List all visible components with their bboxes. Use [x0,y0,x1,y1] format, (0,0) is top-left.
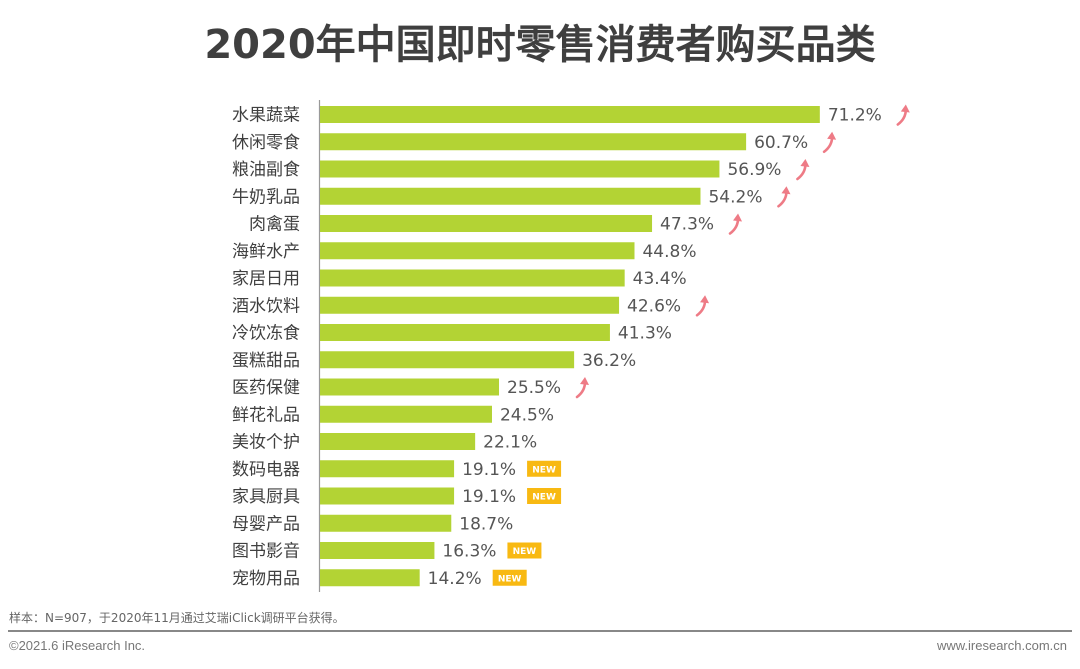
new-badge: NEW [492,569,527,586]
bar-row: 粮油副食 56.9% [232,159,810,181]
category-label: 粮油副食 [232,160,300,180]
bar [320,405,492,423]
value-label: 25.5% [507,378,561,398]
category-label: 冷饮冻食 [232,324,300,344]
category-label: 鲜花礼品 [232,405,300,425]
bar [320,460,455,478]
bar-row: 肉禽蛋 47.3% [249,213,743,235]
up-arrow-icon [695,295,710,317]
value-label: 16.3% [442,542,496,562]
category-label: 母婴产品 [232,514,300,534]
new-badge-text: NEW [498,574,522,584]
bar-row: 图书影音 16.3% NEW [232,542,542,562]
category-label: 美妆个护 [232,433,300,453]
value-label: 56.9% [727,160,781,180]
bar-row: 家居日用 43.4% [232,269,687,289]
up-arrow-icon [896,104,910,126]
sample-note: 样本：N=907，于2020年11月通过艾瑞iClick调研平台获得。 [9,611,345,625]
bar-row: 牛奶乳品 54.2% [232,186,791,208]
bar-row: 母婴产品 18.7% [232,514,513,534]
bar-row: 医药保健 25.5% [232,377,590,399]
bar [320,487,455,505]
value-label: 43.4% [633,269,687,289]
category-label: 蛋糕甜品 [232,351,300,371]
website-link[interactable]: www.iresearch.com.cn [936,638,1067,653]
new-badge-text: NEW [532,465,556,475]
category-label: 水果蔬菜 [232,106,300,126]
bar [320,133,747,151]
bar [320,187,701,205]
category-label: 家具厨具 [232,487,300,507]
category-label: 海鲜水产 [232,242,300,262]
value-label: 19.1% [462,460,516,480]
bar [320,378,500,396]
up-arrow-icon [728,213,743,235]
category-label: 宠物用品 [232,569,300,589]
value-label: 42.6% [627,296,681,316]
chart-title: 2020年中国即时零售消费者购买品类 [204,22,876,68]
value-label: 41.3% [618,324,672,344]
bar-row: 宠物用品 14.2% NEW [232,569,527,589]
bar [320,242,635,260]
bar [320,514,452,532]
value-label: 22.1% [483,433,537,453]
bar-row: 家具厨具 19.1% NEW [232,487,562,507]
bar-row: 美妆个护 22.1% [232,433,537,453]
category-label: 休闲零食 [232,133,300,153]
value-label: 71.2% [828,106,882,126]
up-arrow-icon [777,186,791,208]
bar [320,215,653,232]
value-label: 47.3% [660,215,714,235]
bar [320,324,610,341]
value-label: 60.7% [754,133,808,153]
value-label: 14.2% [428,569,482,589]
new-badge: NEW [527,488,562,504]
bar [320,160,720,178]
category-label: 数码电器 [232,460,300,480]
category-label: 家居日用 [232,269,300,289]
category-label: 牛奶乳品 [232,187,300,207]
bar [320,433,476,450]
bar-row: 休闲零食 60.7% [232,131,837,154]
up-arrow-icon [575,377,590,399]
bar [320,542,435,559]
bar-row: 酒水饮料 42.6% [232,295,710,317]
new-badge-text: NEW [513,547,537,557]
up-arrow-icon [822,131,837,154]
category-label: 图书影音 [232,542,300,562]
value-label: 54.2% [708,187,762,207]
bar-row: 数码电器 19.1% NEW [232,460,562,480]
category-label: 医药保健 [232,378,300,398]
new-badge-text: NEW [532,493,556,503]
bar [320,269,625,287]
bar [320,569,420,587]
bar-row: 鲜花礼品 24.5% [232,405,554,425]
category-label: 肉禽蛋 [249,215,300,235]
bar [320,351,575,369]
value-label: 36.2% [582,351,636,371]
bar [320,106,820,123]
bar-row: 蛋糕甜品 36.2% [232,351,636,371]
category-label: 酒水饮料 [232,296,300,316]
new-badge: NEW [527,460,562,477]
up-arrow-icon [796,159,810,181]
value-label: 19.1% [462,487,516,507]
bar-row: 水果蔬菜 71.2% [232,104,910,126]
value-label: 44.8% [642,242,696,262]
bar [320,296,620,314]
value-label: 24.5% [500,405,554,425]
bar-row: 冷饮冻食 41.3% [232,324,672,344]
footer-divider [8,630,1072,632]
copyright: ©2021.6 iResearch Inc. [9,638,146,653]
new-badge: NEW [507,542,542,559]
value-label: 18.7% [459,514,513,534]
bar-row: 海鲜水产 44.8% [232,242,697,262]
